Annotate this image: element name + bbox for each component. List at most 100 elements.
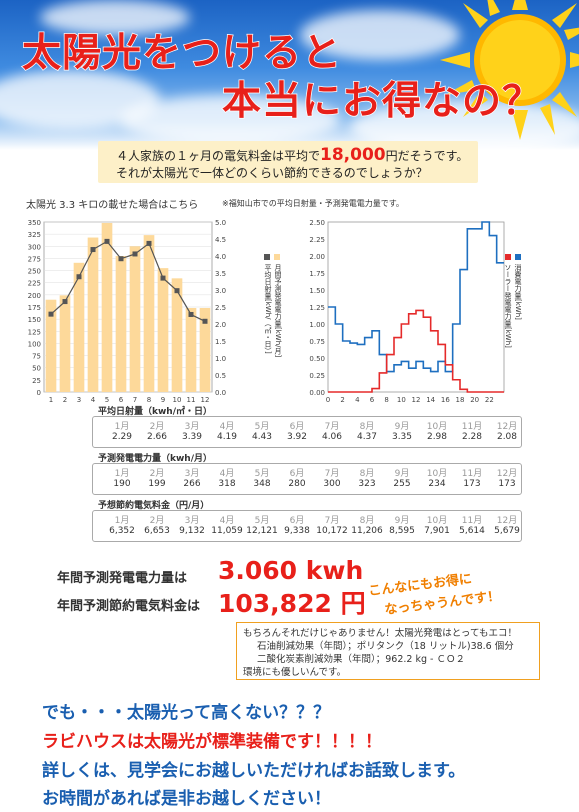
eco-line-1: もちろんそれだけじゃありません！太陽光発電はとってもエコ！	[243, 628, 517, 639]
point-irradiance	[132, 251, 138, 257]
y-tick-label: 150	[28, 316, 41, 324]
table-month-label: 6月	[289, 422, 305, 432]
table-cell-value: 173	[498, 479, 516, 489]
line-irradiance	[50, 240, 206, 322]
sky-header-banner: 太陽光をつけると 本当にお得なの？	[0, 0, 579, 150]
table-month-label: 11月	[461, 422, 483, 432]
y-tick-label: 0.00	[309, 389, 325, 397]
y-tick-label: 275	[28, 255, 41, 263]
table-month-label: 2月	[149, 469, 165, 479]
table-month-label: 2月	[149, 422, 165, 432]
y2-tick-label: 4.5	[215, 236, 226, 244]
table-month-label: 12月	[496, 516, 518, 526]
point-irradiance	[174, 288, 180, 294]
eco-line-2: 石油削減効果（年間）；ポリタンク（18 リットル)38.6 個分	[257, 641, 514, 652]
legend-label-solar: ソーラー発電電力量[kWh]	[504, 264, 512, 348]
bar-generation	[171, 278, 183, 392]
bar-generation	[129, 246, 141, 392]
x-tick-label: 10	[397, 396, 406, 404]
table-cell-value: 9,132	[179, 526, 205, 536]
table-month-label: 4月	[219, 516, 235, 526]
table-cell-value: 323	[358, 479, 376, 489]
table-title: 予測発電電力量（kwh/月）	[98, 454, 212, 464]
table-cell-value: 6,653	[144, 526, 170, 536]
point-irradiance	[104, 238, 110, 244]
x-tick-label: 10	[173, 396, 182, 404]
x-tick-label: 8	[384, 396, 388, 404]
annual-saving-label: 年間予測節約電気料金は	[57, 599, 201, 614]
y-tick-label: 1.25	[309, 304, 325, 312]
point-irradiance	[90, 247, 96, 253]
y2-tick-label: 1.5	[215, 338, 226, 346]
y-tick-label: 0.75	[309, 338, 325, 346]
y-tick-label: 350	[28, 219, 41, 227]
table-cell-value: 3.92	[286, 432, 308, 442]
table-cell-value: 3.35	[391, 432, 413, 442]
table-cell-value: 2.29	[111, 432, 133, 442]
table-month-label: 10月	[426, 422, 448, 432]
eco-line-4: 環境にも優しいんです。	[243, 667, 347, 678]
x-tick-label: 5	[105, 396, 109, 404]
table-cell-value: 300	[323, 479, 341, 489]
table-panel	[92, 463, 522, 495]
table-cell-value: 10,172	[316, 526, 348, 536]
table-month-label: 3月	[184, 516, 200, 526]
table-month-label: 1月	[114, 469, 130, 479]
title-line-1: 太陽光をつけると	[21, 30, 343, 77]
y-tick-label: 125	[28, 328, 41, 336]
y2-tick-label: 3.5	[215, 270, 226, 278]
y-tick-label: 1.75	[309, 270, 325, 278]
x-tick-label: 6	[370, 396, 375, 404]
y-tick-label: 100	[28, 340, 41, 348]
x-tick-label: 9	[161, 396, 165, 404]
table-month-label: 8月	[359, 469, 375, 479]
table-cell-value: 2.66	[146, 432, 168, 442]
point-irradiance	[118, 256, 124, 262]
y-tick-label: 75	[32, 353, 41, 361]
x-tick-label: 22	[485, 396, 494, 404]
bottom-line-2: ラビハウスは太陽光が標準装備です！！！！	[42, 732, 382, 752]
point-irradiance	[62, 299, 68, 305]
intro-text-pre: ４人家族の１ヶ月の電気料金は平均で	[116, 149, 321, 163]
bar-generation	[199, 307, 211, 392]
table-cell-value: 318	[218, 479, 236, 489]
y2-tick-label: 3.0	[215, 287, 226, 295]
x-tick-label: 4	[91, 396, 96, 404]
title-line-2: 本当にお得なの？	[221, 78, 543, 125]
y-tick-label: 250	[28, 268, 41, 276]
table-month-label: 6月	[289, 469, 305, 479]
table-panel	[92, 416, 522, 448]
point-irradiance	[48, 311, 54, 317]
bar-generation	[45, 299, 57, 392]
table-cell-value: 348	[253, 479, 271, 489]
table-cell-value: 234	[428, 479, 446, 489]
annual-power-label: 年間予測発電電力量は	[57, 571, 188, 586]
table-month-label: 12月	[496, 469, 518, 479]
legend-label-generation: 月間予測発電電力量[kWh/月]	[274, 264, 282, 358]
table-cell-value: 9,338	[284, 526, 310, 536]
line-consumption	[328, 221, 504, 373]
y-tick-label: 225	[28, 280, 41, 288]
table-month-label: 11月	[461, 469, 483, 479]
table-month-label: 5月	[254, 516, 270, 526]
y-tick-label: 325	[28, 231, 41, 239]
y2-tick-label: 4.0	[215, 253, 226, 261]
legend-label-irradiance: 平均日射量[kWh/（㎡・日）]	[264, 264, 272, 354]
table-month-label: 2月	[149, 516, 165, 526]
x-tick-label: 6	[119, 396, 124, 404]
x-tick-label: 16	[441, 396, 450, 404]
table-month-label: 8月	[359, 422, 375, 432]
eco-info-box: もちろんそれだけじゃありません！太陽光発電はとってもエコ！ 石油削減効果（年間）…	[236, 622, 540, 680]
x-tick-label: 12	[201, 396, 210, 404]
table-month-label: 6月	[289, 516, 305, 526]
legend-swatch-irradiance	[264, 254, 270, 260]
y-tick-label: 0	[37, 389, 41, 397]
y-tick-label: 1.00	[309, 321, 325, 329]
hourly-consumption-chart: 0.00 0.25 0.50 0.75 1.00 1.25 1.50 1.75 2.00 2.25…	[309, 219, 522, 404]
table-cell-value: 2.08	[496, 432, 518, 442]
x-tick-label: 18	[456, 396, 465, 404]
point-irradiance	[146, 240, 152, 246]
y-tick-label: 200	[28, 292, 41, 300]
table-month-label: 5月	[254, 469, 270, 479]
point-irradiance	[202, 318, 208, 324]
